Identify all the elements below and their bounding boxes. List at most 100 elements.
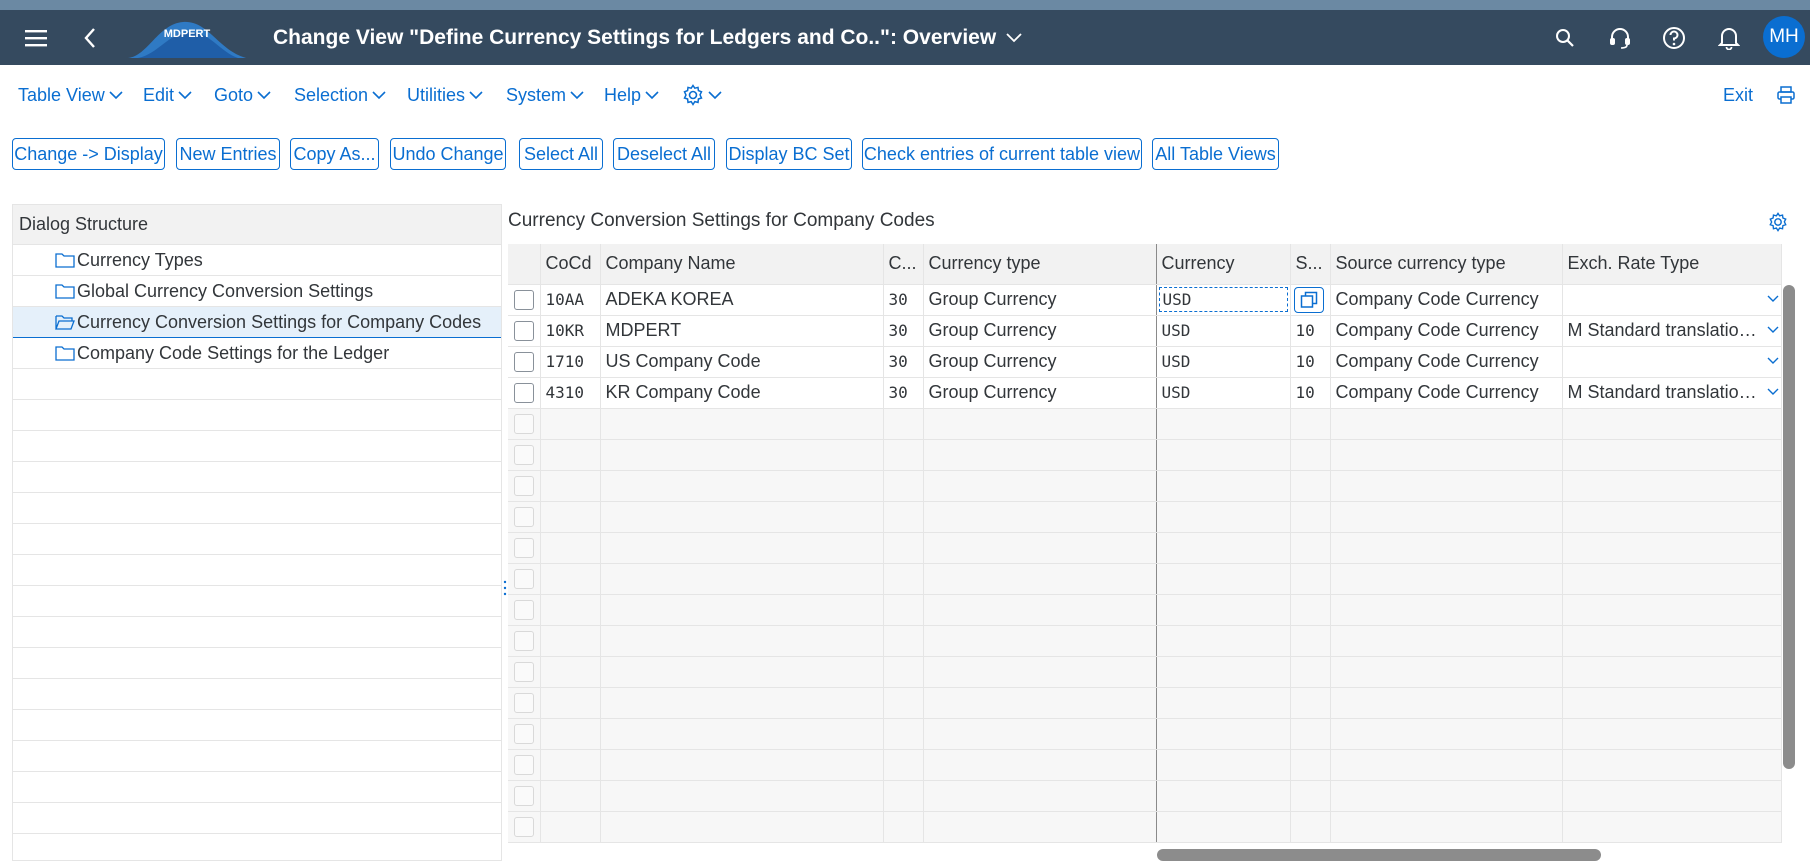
tree-item-currency-types[interactable]: Currency Types [13,245,501,276]
title-chevron-down-icon[interactable] [1006,32,1022,43]
empty-cell [600,811,884,843]
row-checkbox[interactable] [514,382,534,403]
cell-currency-type: Group Currency [923,377,1157,409]
undo-change-button[interactable]: Undo Change [390,138,506,170]
row-checkbox[interactable] [514,475,534,496]
menu-settings[interactable] [682,70,722,120]
column-header-s[interactable]: S... [1290,244,1331,285]
dropdown-chevron-icon[interactable] [1767,357,1779,365]
row-checkbox[interactable] [514,599,534,620]
new-entries-button[interactable]: New Entries [176,138,280,170]
empty-cell [1330,563,1563,595]
column-header-company-name[interactable]: Company Name [600,244,884,285]
tree-empty-row [13,710,501,741]
column-header-currency[interactable]: Currency [1156,244,1291,285]
column-header-cocd[interactable]: CoCd [540,244,601,285]
horizontal-scrollbar[interactable] [1157,849,1601,861]
row-select-cell [508,284,541,316]
empty-cell [923,656,1157,688]
menu-selection[interactable]: Selection [294,70,386,120]
empty-cell [1330,625,1563,657]
deselect-all-button[interactable]: Deselect All [613,138,715,170]
menu-edit[interactable]: Edit [143,70,192,120]
cell-currency[interactable]: USD [1156,377,1291,409]
copy-as-button[interactable]: Copy As... [290,138,379,170]
notifications-icon[interactable] [1716,10,1742,65]
row-checkbox[interactable] [514,320,534,341]
menu-utilities[interactable]: Utilities [407,70,483,120]
cell-currency[interactable]: USD [1156,346,1291,378]
menu-label: Help [604,84,642,105]
panel-splitter-handle[interactable] [502,578,508,598]
select-all-button[interactable]: Select All [519,138,603,170]
column-header-currency-type[interactable]: Currency type [923,244,1157,285]
currency-input[interactable]: USD [1158,287,1288,312]
page-title[interactable]: Change View "Define Currency Settings fo… [273,10,1022,65]
chevron-down-icon [372,90,386,99]
row-checkbox[interactable] [514,351,534,372]
row-checkbox[interactable] [514,537,534,558]
display-bc-set-button[interactable]: Display BC Set [726,138,852,170]
help-icon[interactable] [1661,10,1687,65]
empty-cell [600,501,884,533]
change-display-button[interactable]: Change -> Display [12,138,165,170]
dropdown-chevron-icon[interactable] [1767,388,1779,396]
cell-s[interactable]: 10 [1290,377,1331,409]
exit-link[interactable]: Exit [1723,84,1754,105]
cell-exch-rate-type[interactable] [1562,284,1782,316]
row-checkbox[interactable] [514,413,534,434]
empty-cell [883,408,924,440]
print-icon[interactable] [1776,70,1796,120]
search-icon[interactable] [1553,10,1577,65]
value-help-button[interactable] [1293,286,1324,313]
cell-exch-rate-type[interactable]: M Standard translation... [1562,377,1782,409]
folder-icon [55,284,75,299]
column-header-c[interactable]: C... [883,244,924,285]
user-avatar[interactable]: MH [1763,16,1805,58]
menu-icon[interactable] [18,10,54,65]
tree-item-global-currency-conversion[interactable]: Global Currency Conversion Settings [13,276,501,307]
page-title-text: Change View "Define Currency Settings fo… [273,25,997,49]
empty-cell [883,718,924,750]
check-entries-button[interactable]: Check entries of current table view [862,138,1142,170]
row-checkbox[interactable] [514,289,534,310]
cell-currency: USD [1156,284,1291,316]
cell-exch-rate-type[interactable] [1562,346,1782,378]
cell-currency-type: Group Currency [923,346,1157,378]
table-row: 4310 KR Company Code 30 Group Currency U… [508,377,1782,409]
row-checkbox[interactable] [514,568,534,589]
row-checkbox[interactable] [514,444,534,465]
row-checkbox[interactable] [514,723,534,744]
tree-item-company-code-ledger[interactable]: Company Code Settings for the Ledger [13,338,501,369]
back-icon[interactable] [76,10,104,65]
empty-table-row [508,563,1782,595]
cell-currency[interactable]: USD [1156,315,1291,347]
cell-s[interactable]: 10 [1290,346,1331,378]
tree-empty-row [13,803,501,834]
cell-exch-rate-type[interactable]: M Standard translation... [1562,315,1782,347]
dropdown-chevron-icon[interactable] [1767,295,1779,303]
menu-table-view[interactable]: Table View [18,70,123,120]
row-checkbox[interactable] [514,754,534,775]
dropdown-chevron-icon[interactable] [1767,326,1779,334]
empty-cell [1156,408,1291,440]
support-icon[interactable] [1607,10,1633,65]
column-header-exch-rate-type[interactable]: Exch. Rate Type [1562,244,1782,285]
table-settings-icon[interactable] [1768,212,1788,237]
all-table-views-button[interactable]: All Table Views [1152,138,1279,170]
column-header-source-currency-type[interactable]: Source currency type [1330,244,1563,285]
row-checkbox[interactable] [514,630,534,651]
row-checkbox[interactable] [514,785,534,806]
menu-help[interactable]: Help [604,70,659,120]
row-checkbox[interactable] [514,692,534,713]
row-checkbox[interactable] [514,506,534,527]
tree-item-company-code-conversion[interactable]: Currency Conversion Settings for Company… [13,307,501,338]
menu-system[interactable]: System [506,70,584,120]
menu-goto[interactable]: Goto [214,70,271,120]
row-checkbox[interactable] [514,661,534,682]
cell-s[interactable]: 10 [1290,315,1331,347]
row-checkbox[interactable] [514,816,534,837]
empty-cell [1290,470,1331,502]
vertical-scrollbar[interactable] [1783,285,1795,769]
select-column-header[interactable] [508,244,541,285]
